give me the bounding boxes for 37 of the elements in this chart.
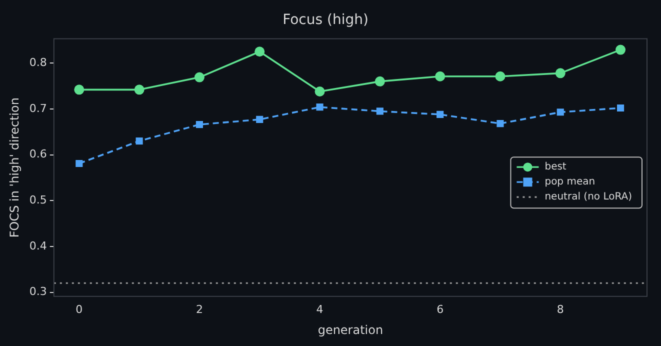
point: [435, 71, 446, 82]
y-tick-label: 0.4: [29, 239, 47, 252]
y-tick-label: 0.8: [29, 56, 47, 69]
legend-label: best: [544, 162, 566, 173]
point: [436, 110, 444, 118]
point: [374, 76, 385, 86]
x-tick-label: 4: [316, 302, 324, 316]
legend-label: neutral (no LoRA): [544, 192, 632, 203]
point: [254, 46, 265, 57]
legend-label: pop mean: [544, 176, 596, 188]
point: [556, 108, 564, 116]
y-tick-label: 0.6: [29, 148, 47, 161]
point: [256, 116, 264, 124]
point: [316, 104, 324, 111]
x-tick-label: 8: [556, 302, 564, 316]
y-tick-label: 0.5: [29, 193, 47, 206]
chart-title: Focus (high): [282, 12, 368, 28]
point: [76, 160, 83, 168]
point: [376, 108, 384, 115]
point: [496, 120, 504, 128]
y-tick-label: 0.7: [29, 102, 47, 115]
point: [196, 120, 203, 128]
y-tick-label: 0.3: [29, 285, 47, 298]
point: [74, 84, 84, 95]
point: [194, 72, 204, 82]
x-axis-title: generation: [318, 322, 384, 337]
point: [555, 68, 566, 78]
point: [616, 104, 624, 112]
point: [314, 86, 325, 97]
point: [616, 44, 626, 55]
point: [134, 84, 144, 95]
x-tick-label: 0: [76, 302, 83, 316]
y-axis-title: FOCS in 'high' direction: [7, 98, 22, 238]
point: [495, 71, 506, 82]
x-tick-label: 2: [196, 302, 203, 316]
x-tick-label: 6: [436, 302, 444, 316]
point: [136, 137, 143, 145]
